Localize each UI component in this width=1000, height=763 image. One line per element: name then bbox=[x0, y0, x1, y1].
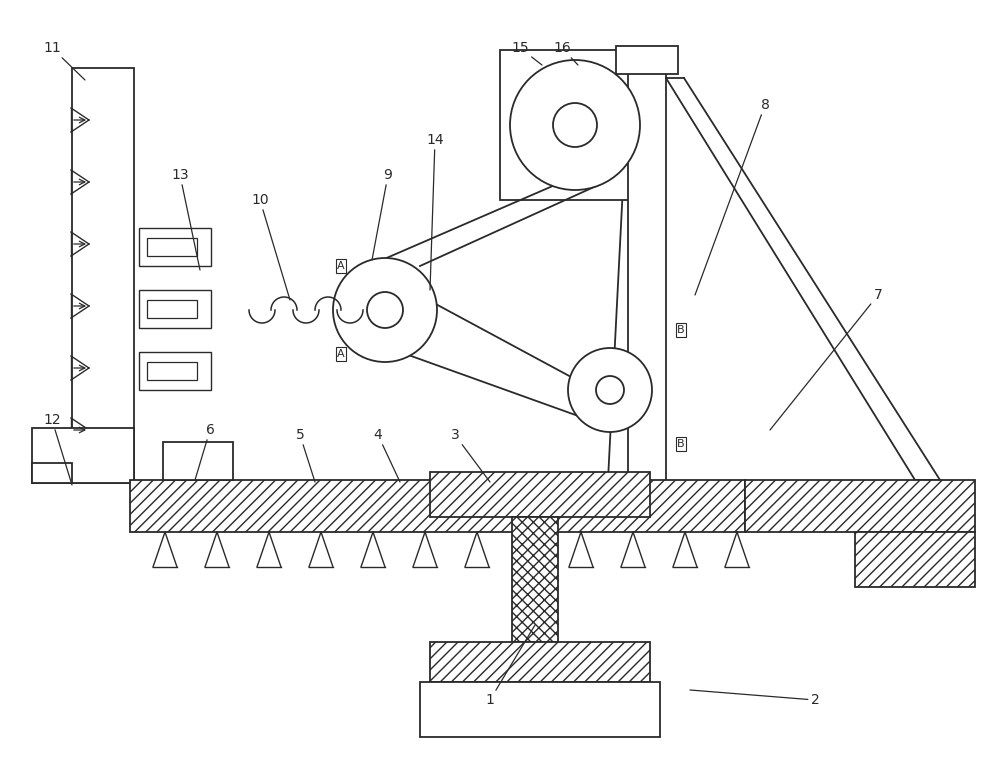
Circle shape bbox=[568, 348, 652, 432]
Bar bbox=[72, 68, 134, 483]
Text: 1: 1 bbox=[486, 625, 535, 707]
Text: 9: 9 bbox=[372, 168, 392, 260]
Text: B: B bbox=[677, 325, 685, 335]
Bar bbox=[500, 50, 650, 200]
Bar bbox=[616, 46, 678, 74]
Bar bbox=[147, 362, 197, 380]
Circle shape bbox=[333, 258, 437, 362]
Bar bbox=[628, 58, 666, 485]
Text: 12: 12 bbox=[43, 413, 72, 485]
Text: B: B bbox=[677, 439, 685, 449]
Text: 4: 4 bbox=[374, 428, 400, 482]
Bar bbox=[855, 532, 975, 587]
Text: 5: 5 bbox=[296, 428, 315, 482]
Bar bbox=[420, 682, 660, 737]
Bar bbox=[745, 480, 975, 532]
Bar bbox=[139, 228, 211, 266]
Text: 16: 16 bbox=[553, 41, 578, 65]
Bar bbox=[430, 472, 650, 517]
Text: 8: 8 bbox=[695, 98, 769, 295]
Bar bbox=[512, 517, 558, 642]
Text: 10: 10 bbox=[251, 193, 290, 300]
Circle shape bbox=[367, 292, 403, 328]
Bar bbox=[163, 442, 233, 480]
Circle shape bbox=[553, 103, 597, 147]
Text: 13: 13 bbox=[171, 168, 200, 270]
Text: 7: 7 bbox=[770, 288, 882, 430]
Text: 3: 3 bbox=[451, 428, 490, 482]
Bar bbox=[147, 238, 197, 256]
Circle shape bbox=[510, 60, 640, 190]
Bar bbox=[32, 463, 72, 483]
Text: 11: 11 bbox=[43, 41, 85, 80]
Text: 15: 15 bbox=[511, 41, 542, 65]
Bar bbox=[430, 642, 650, 682]
Text: 14: 14 bbox=[426, 133, 444, 290]
Text: 6: 6 bbox=[195, 423, 214, 480]
Text: 2: 2 bbox=[690, 690, 819, 707]
Text: A: A bbox=[337, 349, 345, 359]
Circle shape bbox=[596, 376, 624, 404]
Bar bbox=[139, 290, 211, 328]
Bar bbox=[139, 352, 211, 390]
Bar bbox=[130, 480, 745, 532]
Text: A: A bbox=[337, 261, 345, 271]
Bar bbox=[147, 300, 197, 318]
Bar bbox=[32, 428, 134, 483]
